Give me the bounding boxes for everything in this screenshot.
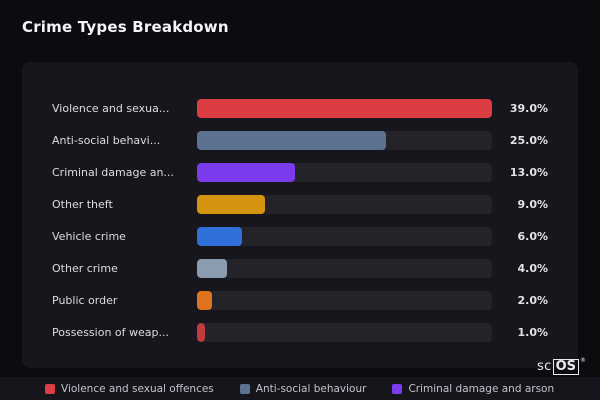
chart-row: Anti-social behavi... 25.0% bbox=[52, 124, 548, 156]
legend-label: Violence and sexual offences bbox=[61, 382, 214, 395]
bar-chart: Violence and sexua... 39.0% Anti-social be… bbox=[52, 92, 548, 348]
category-label: Public order bbox=[52, 293, 118, 307]
bar-track bbox=[197, 194, 492, 214]
category-label: Other crime bbox=[52, 261, 118, 275]
chart-row: Violence and sexua... 39.0% bbox=[52, 92, 548, 124]
legend-label: Criminal damage and arson bbox=[408, 382, 555, 395]
value-label: 1.0% bbox=[517, 325, 548, 339]
legend-swatch-icon bbox=[45, 383, 55, 394]
chart-row: Other theft 9.0% bbox=[52, 188, 548, 220]
brand-prefix: sc bbox=[537, 359, 552, 374]
category-label: Violence and sexua... bbox=[52, 101, 170, 115]
bar[interactable] bbox=[197, 98, 492, 118]
category-label: Anti-social behavi... bbox=[52, 133, 161, 147]
bar-track bbox=[197, 162, 492, 182]
brand-box: OS bbox=[552, 359, 579, 375]
bar-track bbox=[197, 290, 492, 310]
legend-swatch-icon bbox=[392, 383, 403, 394]
chart-legend: Violence and sexual offences Anti-social … bbox=[0, 377, 600, 400]
value-label: 2.0% bbox=[517, 293, 548, 307]
bar[interactable] bbox=[197, 162, 296, 182]
category-label: Other theft bbox=[52, 197, 113, 211]
legend-item[interactable]: Violence and sexual offences bbox=[45, 383, 214, 395]
bar-track bbox=[197, 258, 492, 278]
bar-track bbox=[197, 130, 492, 150]
bar[interactable] bbox=[197, 130, 387, 150]
bar[interactable] bbox=[197, 290, 213, 310]
category-label: Possession of weap... bbox=[52, 325, 169, 339]
scos-logo: sc OS ® bbox=[537, 357, 586, 375]
page-title: Crime Types Breakdown bbox=[22, 18, 229, 36]
legend-item[interactable]: Criminal damage and arson bbox=[392, 383, 554, 395]
bar-track bbox=[197, 322, 492, 342]
value-label: 13.0% bbox=[509, 165, 548, 179]
category-label: Criminal damage an... bbox=[52, 165, 174, 179]
chart-row: Public order 2.0% bbox=[52, 284, 548, 316]
bar-track bbox=[197, 226, 492, 246]
legend-item[interactable]: Anti-social behaviour bbox=[239, 382, 367, 395]
chart-row: Possession of weap... 1.0% bbox=[52, 316, 548, 348]
value-label: 6.0% bbox=[517, 229, 548, 243]
category-label: Vehicle crime bbox=[52, 229, 126, 243]
value-label: 25.0% bbox=[509, 133, 548, 147]
value-label: 39.0% bbox=[509, 101, 548, 115]
value-label: 9.0% bbox=[517, 197, 548, 211]
bar-track bbox=[197, 98, 492, 118]
bar[interactable] bbox=[197, 226, 243, 246]
chart-row: Criminal damage an... 13.0% bbox=[52, 156, 548, 188]
bar[interactable] bbox=[197, 258, 228, 278]
chart-row: Vehicle crime 6.0% bbox=[52, 220, 548, 252]
bar[interactable] bbox=[197, 194, 266, 214]
value-label: 4.0% bbox=[517, 261, 548, 275]
legend-swatch-icon bbox=[239, 383, 250, 394]
registered-mark: ® bbox=[580, 357, 586, 364]
bar[interactable] bbox=[197, 322, 205, 342]
chart-row: Other crime 4.0% bbox=[52, 252, 548, 284]
chart-panel: Violence and sexua... 39.0% Anti-social be… bbox=[22, 62, 578, 368]
legend-label: Anti-social behaviour bbox=[255, 382, 367, 395]
